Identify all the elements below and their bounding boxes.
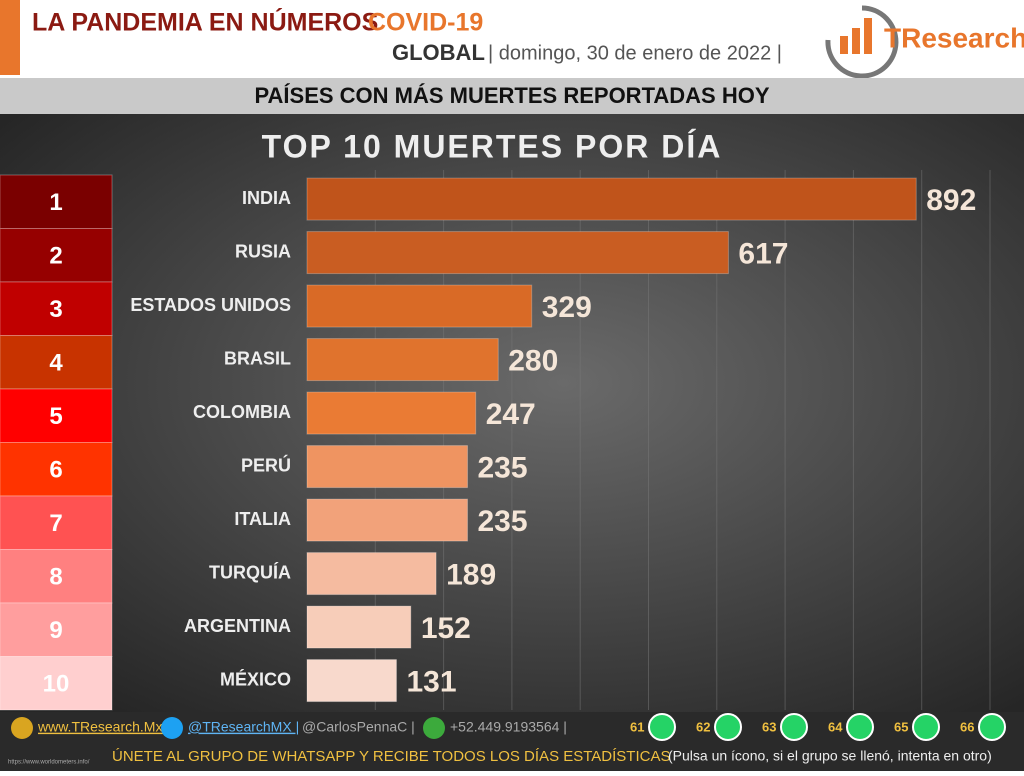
rank-label: 4 (49, 350, 63, 377)
rank-label: 2 (49, 243, 62, 270)
group-number: 63 (762, 719, 776, 734)
value-label: 152 (421, 612, 471, 645)
logo: TResearch (825, 5, 1024, 79)
category-label: INDIA (242, 188, 291, 208)
bar (306, 391, 477, 435)
header-scope: GLOBAL (392, 40, 485, 65)
footer-join-note: (Pulsa un ícono, si el grupo se llenó, i… (668, 748, 992, 764)
rank-box (0, 174, 113, 229)
rank-box (0, 495, 113, 550)
value-label: 280 (508, 344, 558, 377)
category-label: TURQUÍA (209, 561, 291, 582)
rank-label: 7 (49, 510, 62, 537)
web-icon (11, 717, 33, 739)
bar (306, 338, 499, 382)
whatsapp-icon[interactable] (648, 713, 676, 741)
rank-box (0, 335, 113, 390)
rank-label: 3 (49, 296, 62, 323)
footer-twitter2: @CarlosPennaC | (302, 719, 415, 735)
band-text: PAÍSES CON MÁS MUERTES REPORTADAS HOY (254, 83, 769, 108)
rank-box (0, 442, 113, 497)
band (0, 78, 1024, 114)
group-number: 64 (828, 719, 843, 734)
bar (306, 231, 729, 275)
value-label: 235 (478, 505, 528, 538)
bar (306, 498, 469, 542)
category-label: COLOMBIA (193, 402, 291, 422)
whatsapp-icon[interactable] (780, 713, 808, 741)
category-label: ESTADOS UNIDOS (130, 295, 291, 315)
rank-box (0, 228, 113, 283)
value-label: 131 (406, 665, 456, 698)
bar (306, 445, 469, 489)
header-highlight: COVID-19 (368, 9, 483, 37)
value-label: 617 (738, 237, 788, 270)
whatsapp-icon[interactable] (846, 713, 874, 741)
group-number: 61 (630, 719, 644, 734)
rank-box (0, 549, 113, 604)
rank-box (0, 656, 113, 711)
accent-bar (0, 0, 20, 75)
twitter-icon (161, 717, 183, 739)
category-label: ARGENTINA (184, 616, 291, 636)
header-date: | domingo, 30 de enero de 2022 | (488, 42, 782, 64)
footer-source: https://www.worldometers.info/ (8, 760, 90, 766)
footer-twitter[interactable]: @TResearchMX | (188, 719, 299, 735)
group-number: 62 (696, 719, 710, 734)
rank-box (0, 602, 113, 657)
group-number: 65 (894, 719, 908, 734)
rank-label: 5 (49, 403, 62, 430)
rank-label: 10 (43, 671, 70, 698)
footer-web[interactable]: www.TResearch.Mx | (37, 719, 170, 735)
category-label: MÉXICO (220, 668, 291, 689)
category-label: BRASIL (224, 348, 291, 368)
value-label: 235 (478, 451, 528, 484)
chart-title: TOP 10 MUERTES POR DÍA (262, 128, 723, 164)
phone-icon (423, 717, 445, 739)
bar (306, 284, 533, 328)
group-number: 66 (960, 719, 974, 734)
value-label: 189 (446, 558, 496, 591)
bar (306, 659, 397, 703)
rank-box (0, 281, 113, 336)
category-label: ITALIA (234, 509, 291, 529)
rank-box (0, 388, 113, 443)
bar (306, 177, 917, 221)
whatsapp-icon[interactable] (714, 713, 742, 741)
rank-label: 9 (49, 617, 62, 644)
rank-label: 8 (49, 564, 62, 591)
whatsapp-icon[interactable] (912, 713, 940, 741)
rank-label: 6 (49, 457, 62, 484)
header-title: LA PANDEMIA EN NÚMEROS (32, 7, 378, 37)
whatsapp-icon[interactable] (978, 713, 1006, 741)
footer-phone: +52.449.9193564 | (450, 719, 567, 735)
bar (306, 605, 412, 649)
rank-label: 1 (49, 189, 62, 216)
category-label: PERÚ (241, 454, 291, 475)
value-label: 892 (926, 184, 976, 217)
bar (306, 552, 437, 596)
logo-text: TResearch (884, 22, 1024, 53)
category-label: RUSIA (235, 241, 291, 261)
value-label: 329 (542, 291, 592, 324)
value-label: 247 (486, 398, 536, 431)
footer-join: ÚNETE AL GRUPO DE WHATSAPP Y RECIBE TODO… (112, 748, 670, 765)
